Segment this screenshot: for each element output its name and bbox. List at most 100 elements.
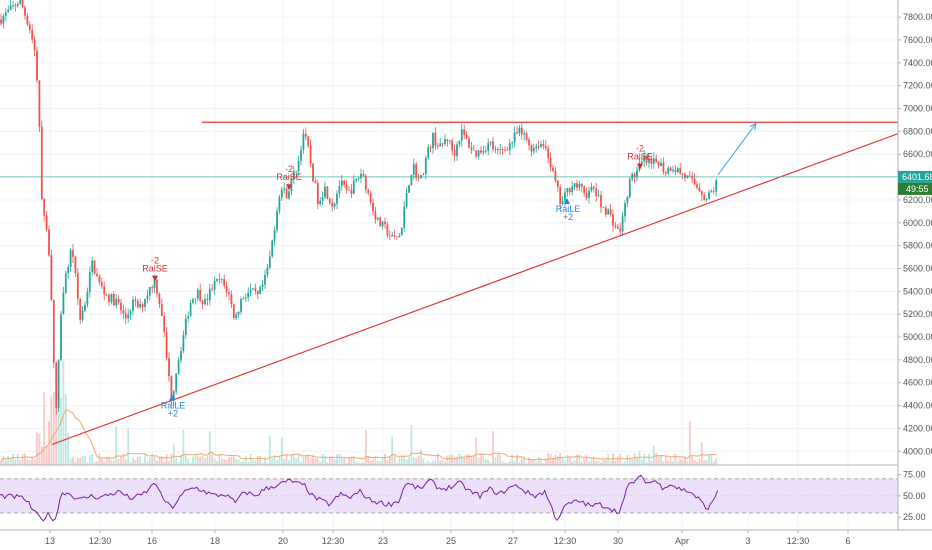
candle-body: [463, 129, 466, 135]
candle-body: [508, 143, 511, 151]
volume-bar: [568, 457, 571, 465]
volume-bar: [614, 460, 617, 465]
last-price-tag: [898, 170, 932, 183]
candle-body: [624, 203, 626, 217]
candle-body: [165, 332, 168, 358]
volume-bar: [463, 457, 466, 465]
candle-body: [662, 162, 665, 173]
candle-body: [595, 188, 598, 197]
candle-body: [427, 146, 430, 158]
volume-bar: [436, 453, 439, 465]
candle-body: [79, 298, 82, 320]
candle-body: [64, 273, 67, 293]
volume-bar: [112, 460, 115, 465]
volume-bar: [268, 435, 271, 465]
volume-bar: [660, 455, 662, 465]
volume-bar: [460, 455, 463, 465]
volume-bar: [592, 456, 595, 465]
volume-bar: [285, 454, 288, 465]
candle-body: [187, 316, 190, 319]
volume-bar: [9, 457, 12, 465]
candle-body: [345, 184, 348, 190]
candle-body: [110, 293, 113, 302]
volume-bar: [326, 462, 329, 465]
candle-body: [472, 149, 475, 151]
volume-bar: [578, 453, 581, 465]
candle-body: [300, 149, 302, 161]
volume-bar: [609, 461, 612, 465]
volume-bar: [182, 429, 185, 465]
candle-body: [607, 209, 610, 215]
candle-body: [585, 193, 588, 199]
candle-body: [693, 178, 696, 185]
rsi-tick-label: 25.00: [903, 512, 926, 522]
volume-bar: [139, 456, 142, 465]
volume-bar: [165, 454, 168, 465]
volume-bar: [552, 458, 554, 465]
signal-label: RaiLE: [556, 204, 581, 214]
candle-body: [163, 315, 166, 333]
candle-body: [33, 39, 36, 51]
volume-bar: [619, 454, 622, 465]
volume-bar: [487, 459, 490, 465]
candle-body: [232, 304, 235, 319]
volume-bar: [40, 446, 43, 465]
volume-bar: [688, 420, 691, 465]
candle-body: [48, 229, 50, 256]
candle-body: [703, 194, 706, 200]
candle-body: [278, 197, 281, 212]
candle-body: [177, 360, 180, 374]
price-axis[interactable]: 4000.00 4200.00 4400.00 4600.00 4800.00 5000.…: [897, 0, 932, 530]
volume-bar: [631, 458, 634, 465]
volume-bar: [468, 454, 470, 465]
volume-bar: [388, 456, 391, 465]
candle-body: [640, 161, 643, 164]
volume-bar: [216, 461, 218, 465]
signal-value: -2: [151, 256, 159, 266]
volume-bar: [628, 458, 631, 465]
time-tick-label: 3: [745, 536, 750, 546]
candle-body: [67, 266, 70, 274]
candle-body: [158, 293, 161, 305]
price-tick-label: 6600.00: [903, 149, 932, 159]
volume-bar: [60, 397, 62, 465]
volume-bar: [117, 458, 120, 465]
candle-body: [38, 80, 41, 127]
volume-bar: [132, 457, 134, 465]
volume-bar: [650, 460, 653, 465]
candle-body: [489, 141, 492, 143]
candle-body: [657, 161, 660, 166]
candle-body: [0, 19, 2, 24]
volume-bar: [434, 460, 437, 465]
volume-bar: [681, 459, 684, 465]
candle-body: [55, 362, 58, 409]
candle-body: [136, 300, 139, 308]
candle-body: [616, 226, 619, 229]
volume-bar: [511, 454, 514, 465]
candle-body: [352, 180, 355, 194]
volume-moving-average: [0, 409, 717, 462]
volume-bar: [151, 453, 154, 465]
candle-body: [460, 129, 463, 141]
candle-body: [626, 196, 629, 204]
candle-body: [348, 189, 350, 191]
candle-body: [228, 291, 230, 295]
volume-bar: [352, 455, 355, 465]
candle-body: [410, 174, 413, 186]
time-tick-label: 12:30: [322, 536, 345, 546]
signal-value: +2: [563, 212, 573, 222]
volume-bar: [134, 460, 137, 465]
volume-bar: [148, 457, 151, 465]
volume-bar: [693, 460, 696, 465]
volume-bar: [451, 455, 454, 465]
candle-body: [398, 235, 401, 237]
volume-bar: [674, 453, 677, 465]
candle-body: [648, 159, 650, 163]
volume-bar: [612, 453, 614, 465]
candle-body: [259, 287, 262, 295]
time-axis[interactable]: 13 12:30 16 18 20 12:30 23 25 27 12:30 30 Apr 3 12:30…: [0, 529, 932, 546]
volume-bar: [7, 456, 10, 465]
volume-bar: [403, 455, 406, 465]
candle-body: [192, 299, 194, 303]
